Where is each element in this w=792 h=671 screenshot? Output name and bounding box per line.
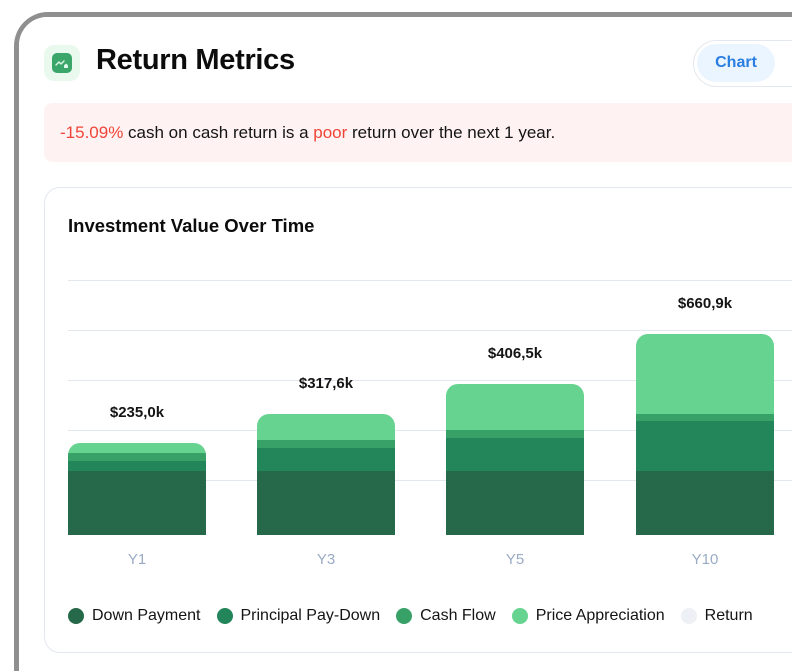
bar-total-label: $406,5k xyxy=(487,345,543,362)
legend-dot-icon xyxy=(396,608,413,624)
legend-dot-icon xyxy=(511,608,528,624)
bar-segment-cash-flow[interactable] xyxy=(68,453,206,461)
page-title: Return Metrics xyxy=(96,44,295,76)
bar-segment-principal-pay-down[interactable] xyxy=(68,461,206,471)
legend-item-return[interactable]: Return xyxy=(680,607,753,625)
bar-segment-principal-pay-down[interactable] xyxy=(257,448,395,471)
return-alert: -15.09% cash on cash return is a poor re… xyxy=(44,103,792,162)
gridline xyxy=(68,330,792,331)
legend-label: Cash Flow xyxy=(420,607,496,624)
chart-title: Investment Value Over Time xyxy=(68,215,315,236)
gridline xyxy=(68,430,792,431)
legend-item-down-payment[interactable]: Down Payment xyxy=(68,607,201,625)
bar-segment-down-payment[interactable] xyxy=(446,471,584,535)
legend-item-cash-flow[interactable]: Cash Flow xyxy=(396,607,496,625)
bar-total-label: $235,0k xyxy=(109,404,165,421)
bar-segment-price-appreciation[interactable] xyxy=(257,414,395,440)
legend-label: Principal Pay-Down xyxy=(240,607,381,624)
legend-dot-icon xyxy=(68,608,84,624)
chart-plot-area: $235,0k Y1 $317,6k Y3 $406,5k Y5 $660,9k Y10 xyxy=(45,188,792,654)
bar-segment-principal-pay-down[interactable] xyxy=(636,421,774,471)
legend-label: Price Appreciation xyxy=(535,607,665,624)
bar-y5[interactable] xyxy=(446,384,584,535)
gridline xyxy=(68,380,792,381)
legend-item-principal-pay-down[interactable]: Principal Pay-Down xyxy=(216,607,381,625)
chart-view-button[interactable]: Chart xyxy=(697,44,775,82)
bar-y3[interactable] xyxy=(257,414,395,535)
bar-segment-price-appreciation[interactable] xyxy=(446,384,584,430)
bar-segment-cash-flow[interactable] xyxy=(257,440,395,448)
bar-segment-down-payment[interactable] xyxy=(636,471,774,535)
bar-total-label: $660,9k xyxy=(677,295,733,312)
bar-segment-cash-flow[interactable] xyxy=(636,414,774,421)
alert-text-after: return over the next 1 year. xyxy=(347,122,556,142)
bar-total-label: $317,6k xyxy=(298,375,354,392)
bar-segment-price-appreciation[interactable] xyxy=(68,443,206,453)
return-rating: poor xyxy=(313,122,348,142)
bar-y1[interactable] xyxy=(68,443,206,535)
legend-item-price-appreciation[interactable]: Price Appreciation xyxy=(511,607,665,625)
cash-on-cash-value: -15.09% xyxy=(60,122,124,142)
bar-segment-principal-pay-down[interactable] xyxy=(446,438,584,471)
legend-label: Return xyxy=(704,607,753,624)
x-axis-label: Y10 xyxy=(691,551,719,568)
bar-segment-down-payment[interactable] xyxy=(257,471,395,535)
gridline xyxy=(68,480,792,481)
x-axis-label: Y5 xyxy=(505,551,525,568)
alert-text-before: cash on cash return is a xyxy=(123,122,314,142)
x-axis-label: Y1 xyxy=(127,551,147,568)
x-axis-label: Y3 xyxy=(316,551,336,568)
bar-segment-price-appreciation[interactable] xyxy=(636,334,774,414)
bar-segment-cash-flow[interactable] xyxy=(446,430,584,438)
bar-y10[interactable] xyxy=(636,334,774,535)
chart-house-icon xyxy=(44,45,80,81)
bar-segment-down-payment[interactable] xyxy=(68,471,206,535)
legend-label: Down Payment xyxy=(92,607,201,624)
view-toggle[interactable]: Chart xyxy=(693,40,792,87)
gridline xyxy=(68,280,792,281)
legend-dot-icon xyxy=(216,608,233,624)
investment-chart-card: Investment Value Over Time $235,0k Y1 $317… xyxy=(44,187,792,653)
chart-legend: Down Payment Principal Pay-Down Cash Flow P… xyxy=(68,607,753,625)
legend-dot-icon xyxy=(680,608,697,624)
